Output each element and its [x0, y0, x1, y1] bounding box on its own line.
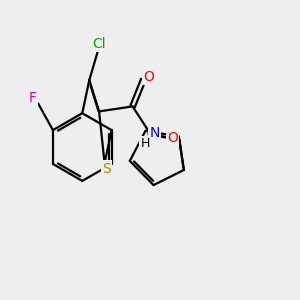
Text: N: N: [149, 126, 160, 140]
Text: F: F: [29, 91, 37, 105]
Text: O: O: [143, 70, 154, 84]
Text: O: O: [167, 131, 178, 145]
Text: Cl: Cl: [93, 38, 106, 51]
Text: S: S: [102, 161, 110, 176]
Text: H: H: [140, 137, 150, 150]
